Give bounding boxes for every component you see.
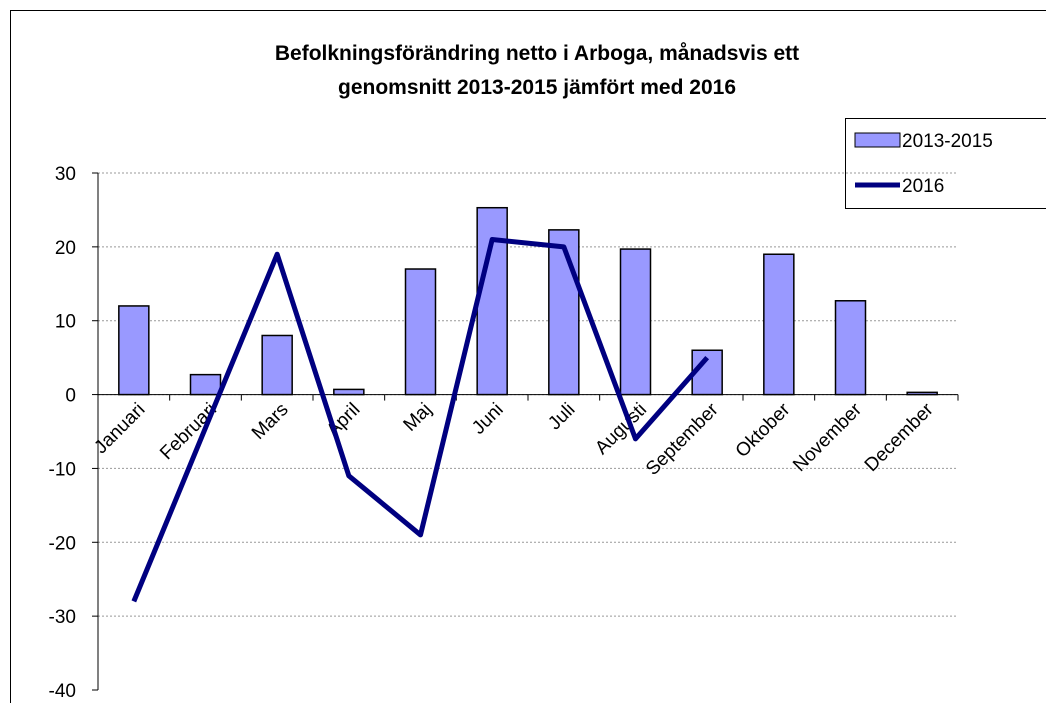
bar xyxy=(763,253,795,396)
y-tick-label: -20 xyxy=(49,533,76,554)
bar xyxy=(476,206,508,396)
line xyxy=(131,236,710,603)
y-tick-label: -40 xyxy=(49,681,76,702)
y-tick-label: 0 xyxy=(65,386,76,407)
y-tick-label: -10 xyxy=(49,459,76,480)
y-tick-label: 10 xyxy=(55,312,76,333)
bar xyxy=(333,388,365,396)
y-tick-label: 30 xyxy=(55,164,76,185)
legend-label: 2016 xyxy=(902,176,944,197)
chart-frame xyxy=(10,10,1046,703)
legend-label: 2013-2015 xyxy=(902,131,993,152)
bar xyxy=(906,391,938,396)
chart-title: Befolkningsförändring netto i Arboga, må… xyxy=(275,42,799,65)
bar xyxy=(548,229,580,396)
bar xyxy=(118,305,150,396)
bar xyxy=(834,300,867,396)
legend-swatch xyxy=(854,132,901,148)
y-tick-label: -30 xyxy=(49,607,76,628)
bar xyxy=(404,268,437,396)
bar xyxy=(261,334,293,396)
bar xyxy=(619,248,652,396)
chart-subtitle: genomsnitt 2013-2015 jämfört med 2016 xyxy=(338,76,736,99)
y-tick-label: 20 xyxy=(55,238,76,259)
bar xyxy=(189,373,222,396)
